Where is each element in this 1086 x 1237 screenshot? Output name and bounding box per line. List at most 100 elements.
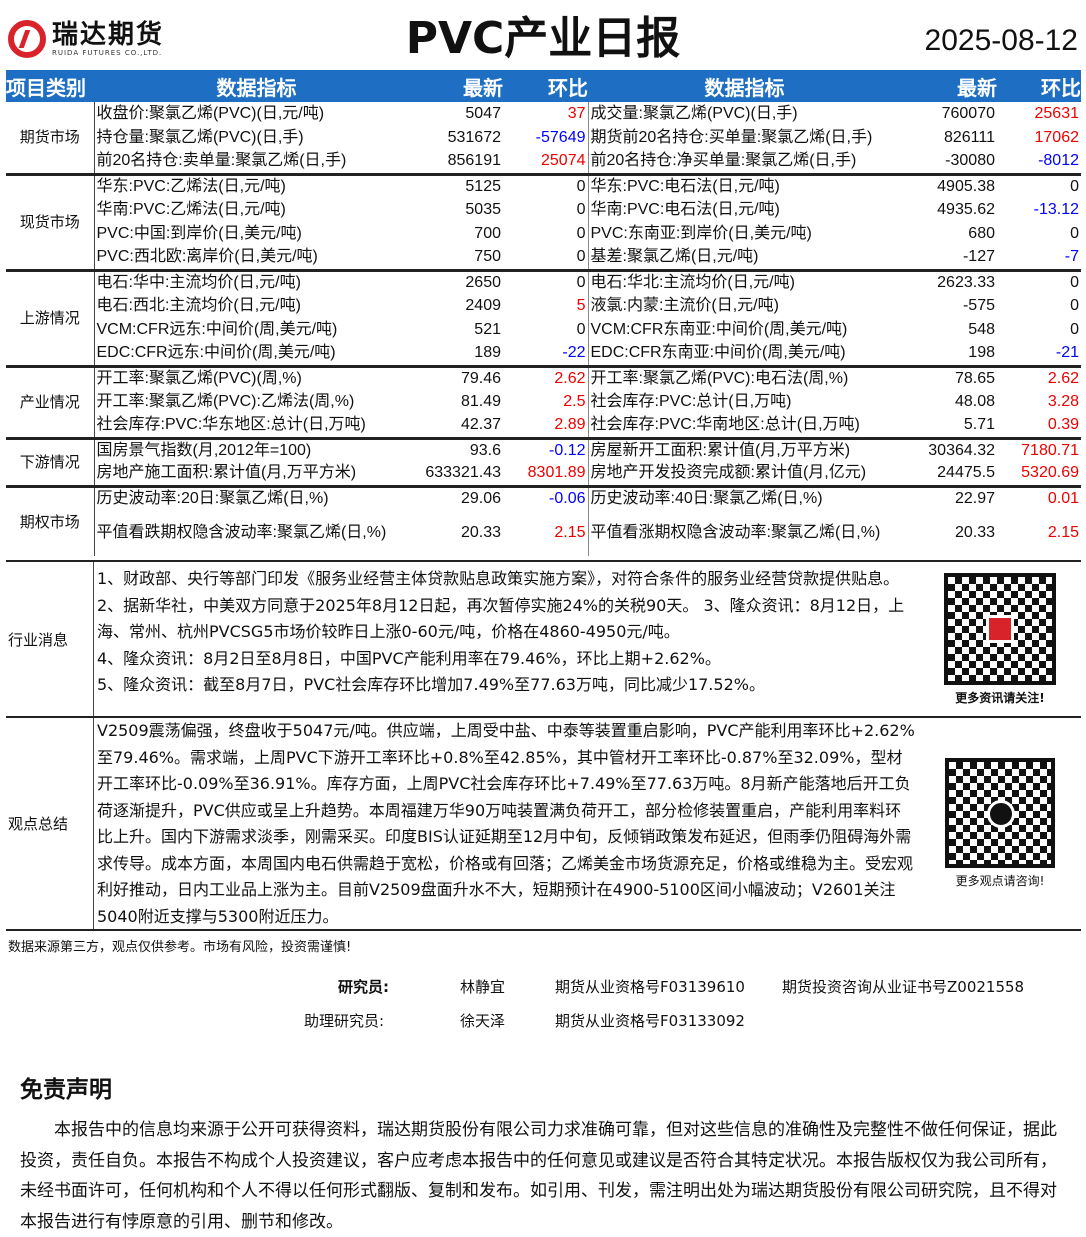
change-cell: -22 — [562, 344, 586, 362]
change-cell: 0 — [576, 321, 586, 338]
change-2-cell: 0.01 — [997, 484, 1081, 510]
table-row: 前20名持仓:卖单量:聚氯乙烯(日,手) 856191 25074 前20名持仓:净买… — [6, 150, 1081, 174]
indicator-2-cell: 房屋新开工面积:累计值(月,万平方米) — [587, 436, 901, 462]
change-cell: -0.06 — [503, 484, 588, 510]
category-cell: 期货市场 — [6, 102, 95, 174]
change-2-cell: 0 — [1070, 225, 1079, 242]
latest-2-cell: 78.65 — [901, 364, 997, 390]
indicator-2-cell: 历史波动率:40日:聚氯乙烯(日,%) — [587, 484, 901, 510]
change-2-cell: -8012 — [1038, 152, 1079, 170]
assistant-qualification: 期货从业资格号F03133092 — [555, 1012, 745, 1030]
qr-caption-2: 更多观点请咨询! — [955, 874, 1045, 888]
change-2-cell: -7 — [1064, 248, 1079, 266]
indicator-cell: 开工率:聚氯乙烯(PVC)(周,%) — [94, 364, 419, 390]
table-row: 持仓量:聚氯乙烯(PVC)(日,手) 531672 -57649 期货前20名持仓:买… — [6, 126, 1081, 150]
change-cell: 25074 — [541, 152, 586, 170]
table-row: 产业情况 开工率:聚氯乙烯(PVC)(周,%) 79.46 2.62 开工率:聚氯乙烯(… — [6, 364, 1081, 438]
researcher-name: 林静宜 — [460, 978, 506, 996]
assistant-name: 徐天泽 — [460, 1012, 506, 1030]
qr-code-icon — [944, 572, 1056, 685]
header-change: 环比 — [503, 70, 588, 102]
table-row: 期权市场 历史波动率:20日:聚氯乙烯(日,%) 29.06 -0.06 历史波动率:4… — [6, 484, 1081, 556]
indicator-2-cell: 前20名持仓:净买单量:聚氯乙烯(日,手) — [587, 150, 901, 174]
latest-cell: 5047 — [465, 105, 501, 122]
change-cell: 5 — [576, 297, 586, 314]
table-row: VCM:CFR远东:中间价(周,美元/吨) 521 0 VCM:CFR东南亚:中间价(… — [6, 318, 1081, 342]
latest-2-cell: 826111 — [943, 129, 995, 146]
news-line-4: 4、隆众资讯：8月2日至8月8日，中国PVC产能利用率在79.46%，环比上期+… — [97, 648, 721, 668]
indicator-2-cell: 华东:PVC:电石法(日,元/吨) — [587, 172, 901, 198]
latest-cell: 531672 — [447, 129, 501, 146]
indicator-2-cell: 期货前20名持仓:买单量:聚氯乙烯(日,手) — [587, 126, 901, 150]
logo-icon — [8, 20, 46, 58]
table-row: 现货市场 华东:PVC:乙烯法(日,元/吨) 5125 0 华东:PVC:电石法(日,元… — [6, 172, 1081, 270]
category-cell: 现货市场 — [6, 172, 95, 270]
category-cell: 产业情况 — [6, 364, 95, 438]
logo-name: 瑞达期货 — [52, 20, 165, 50]
latest-2-cell: 198 — [968, 344, 995, 362]
indicator-cell: 历史波动率:20日:聚氯乙烯(日,%) — [94, 484, 419, 510]
table-row: 期货市场 收盘价:聚氯乙烯(PVC)(日,元/吨) 5047 37 成交量:聚氯乙烯(P… — [6, 102, 1081, 174]
change-cell: 2.89 — [554, 416, 586, 434]
latest-cell: 856191 — [447, 152, 501, 170]
indicator-cell: 开工率:聚氯乙烯(PVC):乙烯法(周,%) — [96, 393, 355, 410]
indicator-2-cell: 开工率:聚氯乙烯(PVC):电石法(周,%) — [587, 364, 901, 390]
latest-cell: 20.33 — [460, 524, 501, 541]
latest-cell: 750 — [474, 248, 501, 266]
indicator-cell: 国房景气指数(月,2012年=100) — [94, 436, 419, 462]
indicator-2-cell: 平值看涨期权隐含波动率:聚氯乙烯(日,%) — [587, 510, 901, 556]
latest-2-cell: -127 — [962, 248, 995, 266]
latest-cell: 42.37 — [460, 416, 501, 434]
header-change-2: 环比 — [997, 70, 1081, 102]
change-2-cell: 3.28 — [1047, 393, 1079, 410]
indicator-cell: PVC:中国:到岸价(日,美元/吨) — [96, 225, 302, 242]
latest-2-cell: 548 — [968, 321, 995, 338]
latest-cell: 521 — [474, 321, 501, 338]
indicator-2-cell: 房地产开发投资完成额:累计值(月,亿元) — [587, 462, 901, 486]
latest-2-cell: 5.71 — [963, 416, 995, 434]
table-row: PVC:西北欧:离岸价(日,美元/吨) 750 0 基差:聚氯乙烯(日,元/吨) -12… — [6, 246, 1081, 270]
latest-2-cell: 30364.32 — [901, 436, 997, 462]
indicator-cell: VCM:CFR远东:中间价(周,美元/吨) — [96, 321, 338, 338]
researcher-label: 研究员: — [338, 978, 389, 996]
latest-cell: 189 — [474, 344, 501, 362]
latest-2-cell: 680 — [968, 225, 995, 242]
table-row: 华南:PVC:乙烯法(日,元/吨) 5035 0 华南:PVC:电石法(日,元/吨) 4… — [6, 198, 1081, 222]
data-table: 项目类别 数据指标 最新 环比 数据指标 最新 环比 期货市场 收盘价:聚氯乙烯(… — [6, 70, 1081, 556]
change-2-cell: 25631 — [1034, 105, 1080, 122]
latest-cell: 29.06 — [419, 484, 503, 510]
change-2-cell: 7180.71 — [997, 436, 1081, 462]
category-cell: 下游情况 — [6, 436, 95, 486]
table-row: 开工率:聚氯乙烯(PVC):乙烯法(周,%) 81.49 2.5 社会库存:PVC:总… — [6, 390, 1081, 414]
qr-caption: 更多资讯请关注! — [955, 690, 1045, 705]
change-cell: 2.62 — [503, 364, 588, 390]
page-title: PVC产业日报 — [405, 13, 681, 64]
indicator-2-cell: EDC:CFR东南亚:中间价(周,美元/吨) — [587, 342, 901, 366]
indicator-cell: 平值看跌期权隐含波动率:聚氯乙烯(日,%) — [96, 524, 387, 541]
table-row: PVC:中国:到岸价(日,美元/吨) 700 0 PVC:东南亚:到岸价(日,美元/吨… — [6, 222, 1081, 246]
indicator-2-cell: 社会库存:PVC:总计(日,万吨) — [587, 390, 901, 414]
indicator-2-cell: VCM:CFR东南亚:中间价(周,美元/吨) — [587, 318, 901, 342]
indicator-2-cell: 液氯:内蒙:主流价(日,元/吨) — [587, 294, 901, 318]
change-cell: -0.12 — [503, 436, 588, 462]
indicator-2-cell: PVC:东南亚:到岸价(日,美元/吨) — [587, 222, 901, 246]
change-cell: -57649 — [535, 129, 586, 146]
change-2-cell: 17062 — [1034, 129, 1080, 146]
indicator-cell: 华南:PVC:乙烯法(日,元/吨) — [96, 201, 286, 218]
latest-2-cell: -575 — [962, 297, 995, 314]
indicator-cell: 持仓量:聚氯乙烯(PVC)(日,手) — [96, 129, 304, 146]
researcher-consult-cert: 期货投资咨询从业证书号Z0021558 — [782, 978, 1025, 996]
change-cell: 0 — [503, 268, 588, 294]
latest-2-cell: 4905.38 — [901, 172, 997, 198]
latest-cell: 5125 — [419, 172, 503, 198]
indicator-cell: 华东:PVC:乙烯法(日,元/吨) — [94, 172, 419, 198]
viewpoint-label: 观点总结 — [6, 718, 94, 929]
indicator-2-cell: 基差:聚氯乙烯(日,元/吨) — [587, 246, 901, 270]
latest-cell: 2650 — [419, 268, 503, 294]
latest-2-cell: 22.97 — [901, 484, 997, 510]
latest-cell: 81.49 — [460, 393, 501, 410]
change-cell: 8301.89 — [527, 464, 586, 482]
viewpoint-section: 观点总结 V2509震荡偏强，终盘收于5047元/吨。供应端，上周受中盐、中泰等… — [6, 716, 1081, 931]
report-date: 2025-08-12 — [924, 24, 1078, 57]
latest-2-cell: 48.08 — [954, 393, 995, 410]
